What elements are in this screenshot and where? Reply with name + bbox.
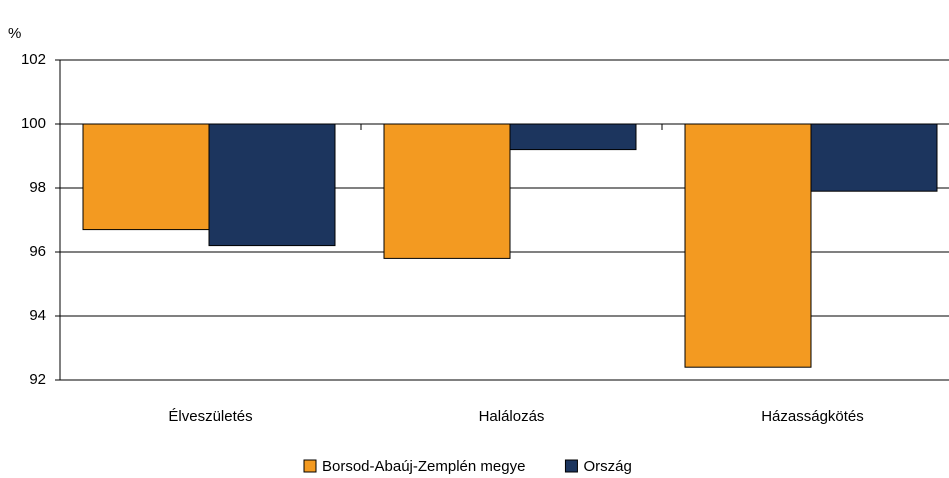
bar [684,123,812,368]
x-tick-label: Házasságkötés [761,408,864,425]
legend-label: Borsod-Abaúj-Zemplén megye [322,458,525,475]
legend-label: Ország [583,458,631,475]
bar [509,123,637,151]
bar [82,123,210,231]
x-tick-label: Halálozás [479,408,545,425]
legend-swatch [303,459,317,473]
y-tick-label: 94 [29,307,46,324]
bar [810,123,938,192]
y-axis-label: % [8,25,21,42]
y-tick-label: 96 [29,243,46,260]
x-tick-label: Élveszületés [168,408,252,425]
bar [383,123,511,259]
y-tick-label: 98 [29,179,46,196]
y-tick-label: 100 [21,115,46,132]
y-tick-label: 92 [29,371,46,388]
bar [208,123,336,247]
legend-swatch [564,459,578,473]
y-tick-label: 102 [21,51,46,68]
